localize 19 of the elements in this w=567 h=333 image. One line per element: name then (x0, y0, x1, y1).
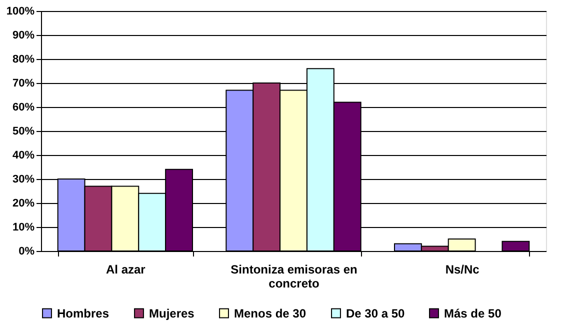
y-tick-label: 50% (12, 126, 35, 138)
x-tick-label: Al azar (106, 262, 146, 276)
y-tick-label: 40% (12, 150, 35, 162)
y-tick-label: 20% (12, 198, 35, 210)
y-tick-label: 80% (12, 54, 35, 66)
y-tick-label: 70% (12, 78, 35, 90)
y-tick-label: 30% (12, 174, 35, 186)
y-tick-label: 10% (12, 222, 35, 234)
legend-label: Menos de 30 (234, 306, 306, 320)
legend-label: De 30 a 50 (346, 306, 406, 320)
legend-label: Mujeres (149, 306, 195, 320)
x-tick-label: Ns/Nc (445, 262, 480, 276)
legend-label: Hombres (57, 306, 110, 320)
y-tick-label: 60% (12, 102, 35, 114)
y-tick-label: 90% (12, 30, 35, 42)
legend-label: Más de 50 (444, 306, 502, 320)
y-tick-label: 0% (18, 246, 35, 258)
x-tick-label: Sintoniza emisoras en concreto (230, 262, 358, 290)
y-tick-label: 100% (6, 6, 35, 18)
